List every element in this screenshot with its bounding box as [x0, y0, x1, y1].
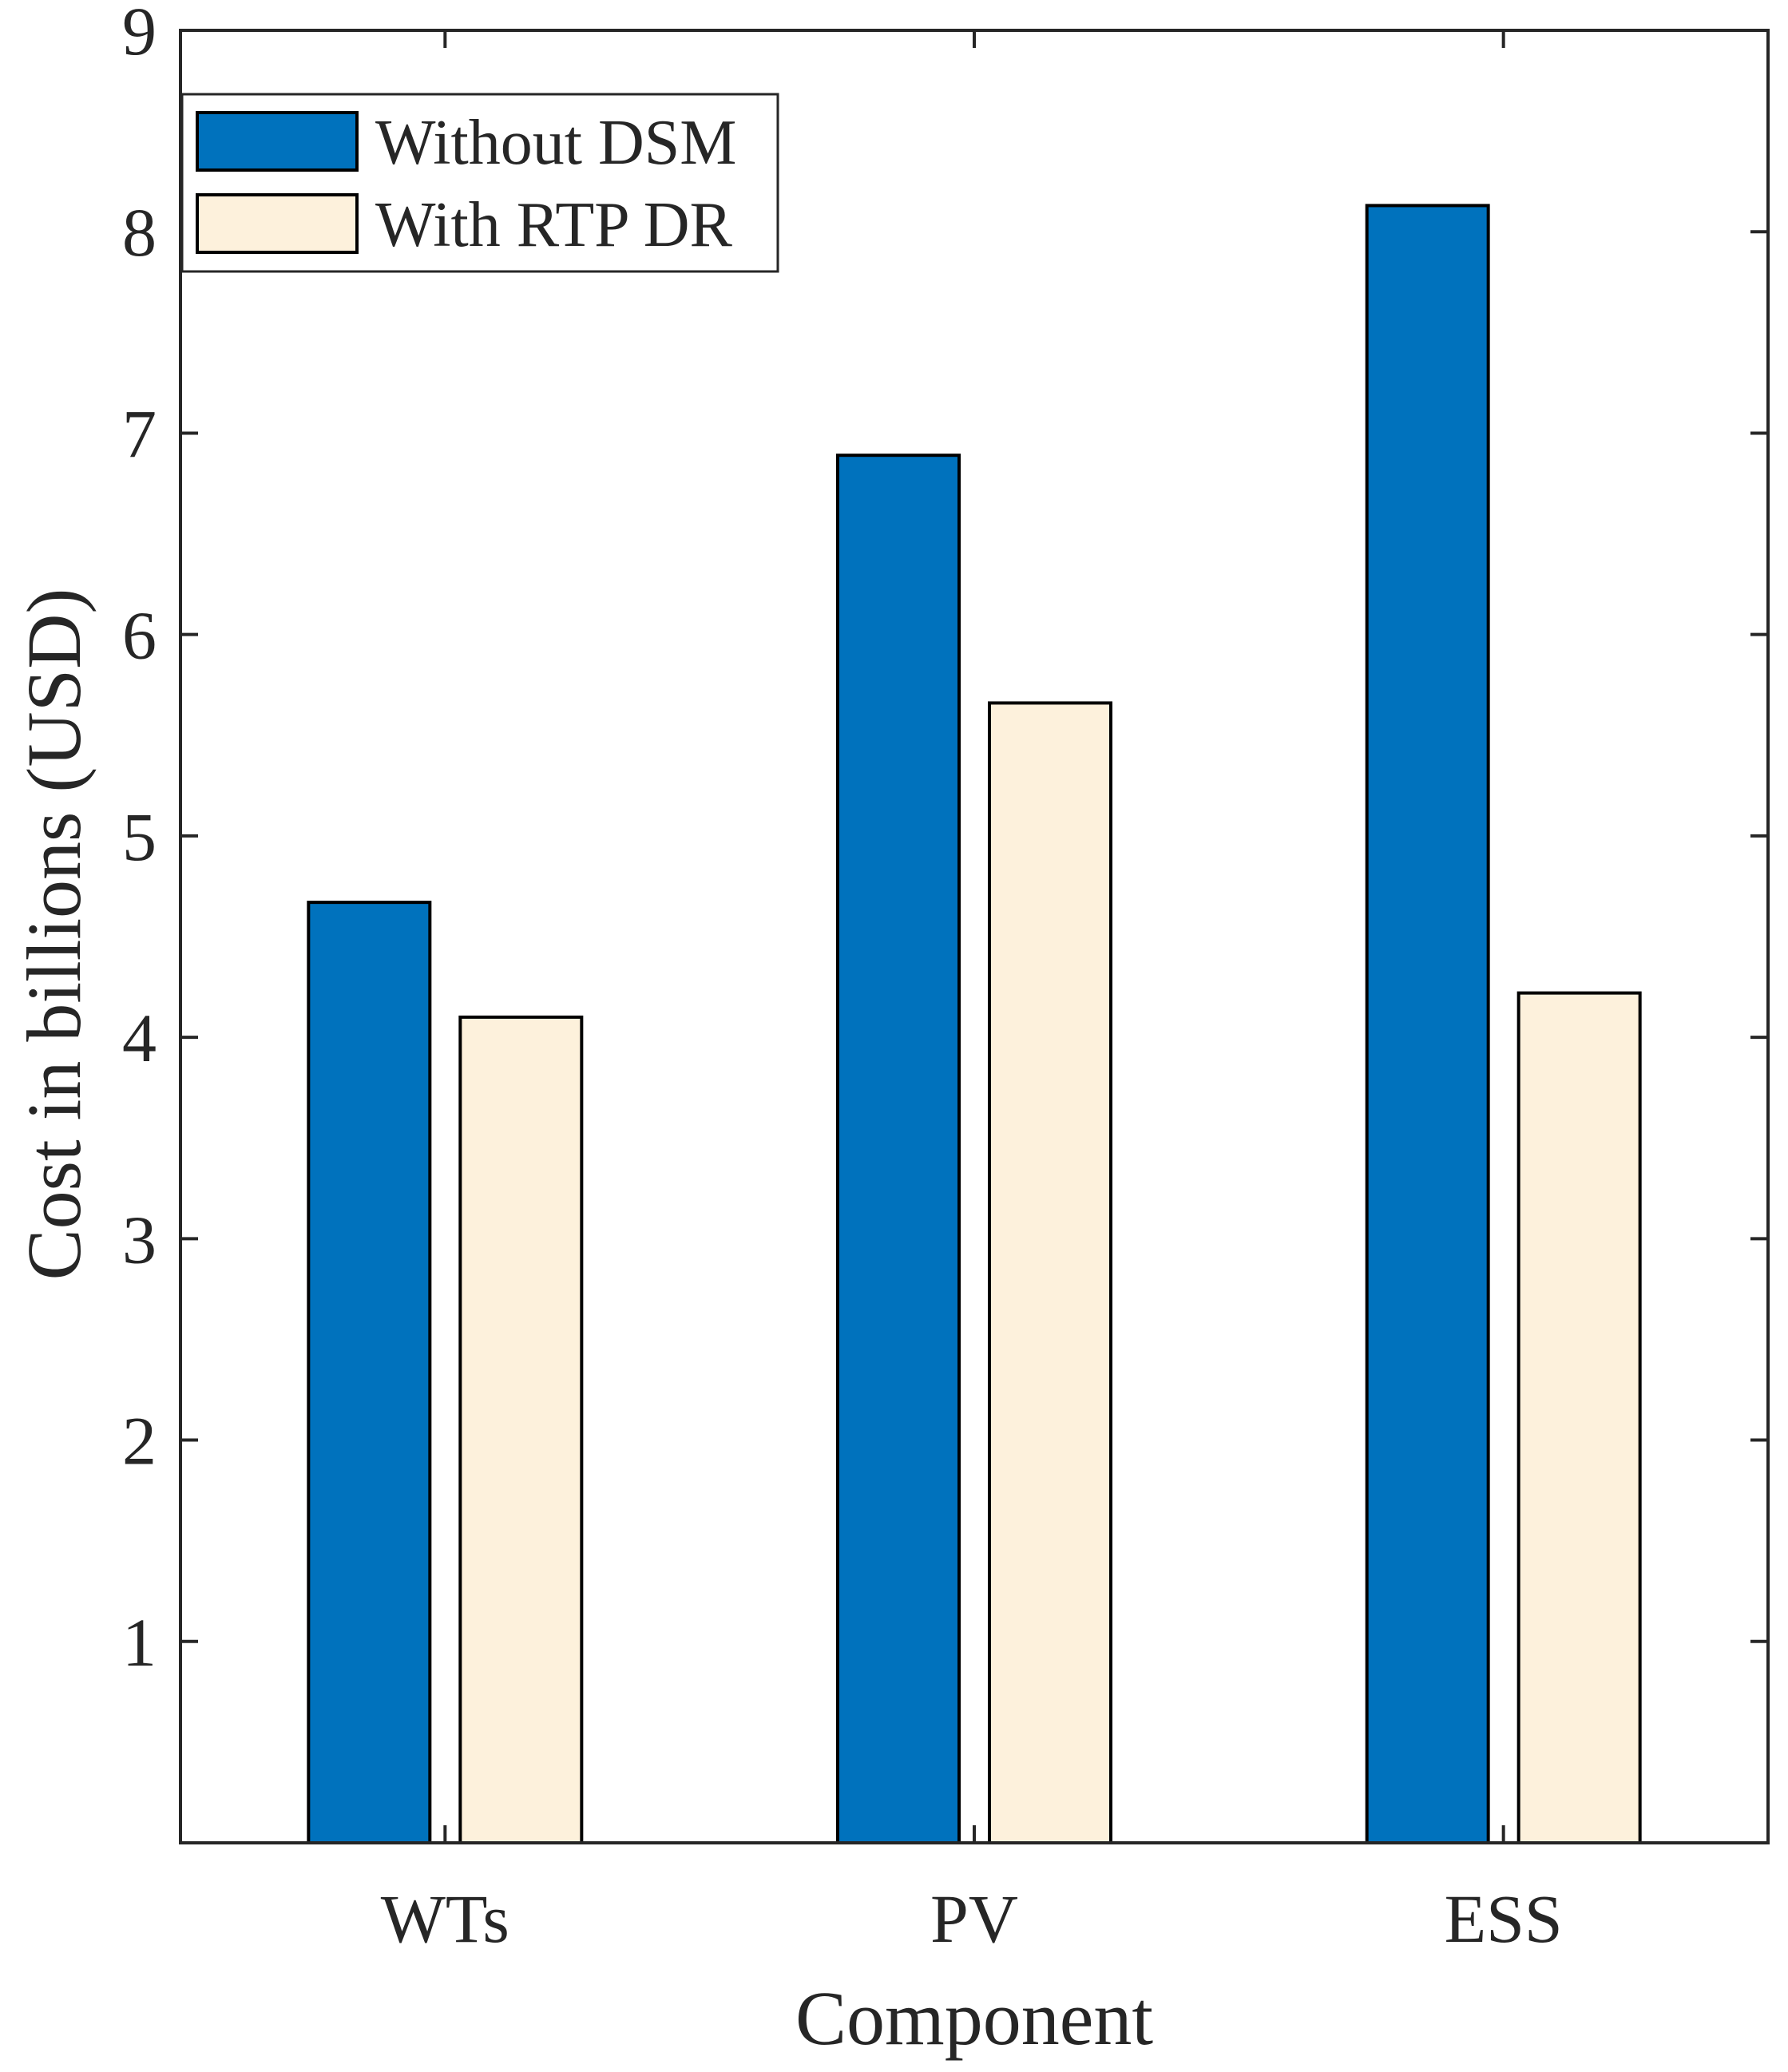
ticks-layer	[180, 29, 1768, 1843]
legend-swatch-with-rtp-dr	[196, 193, 359, 254]
bar-wts-without-dsm	[307, 901, 432, 1844]
bars-layer	[307, 204, 1642, 1845]
bar-ess-without-dsm	[1365, 204, 1490, 1844]
y-tick-label-3: 3	[122, 1201, 157, 1278]
y-tick-label-6: 6	[122, 597, 157, 674]
y-tick-label-9: 9	[122, 0, 157, 69]
bar-wts-with-rtp-dr	[458, 1015, 584, 1844]
legend: Without DSM With RTP DR	[180, 93, 779, 273]
bar-ess-with-rtp-dr	[1516, 991, 1642, 1844]
x-tick-label-wts: WTs	[381, 1880, 509, 1957]
legend-label-with-rtp-dr: With RTP DR	[375, 190, 732, 260]
bar-pv-with-rtp-dr	[988, 701, 1112, 1844]
y-tick-label-8: 8	[122, 194, 157, 271]
y-tick-label-2: 2	[122, 1403, 157, 1480]
legend-swatch-without-dsm	[196, 111, 359, 172]
y-tick-label-4: 4	[122, 1000, 157, 1076]
bar-pv-without-dsm	[836, 454, 961, 1845]
y-tick-label-1: 1	[122, 1604, 157, 1681]
y-tick-label-5: 5	[122, 798, 157, 875]
y-tick-label-7: 7	[122, 395, 157, 472]
y-axis-title: Cost in billions (USD)	[11, 588, 97, 1281]
labels-layer: 1 2 3 4 5 6 7 8 9 WTs PV ESS	[122, 0, 1563, 1957]
x-tick-label-ess: ESS	[1445, 1880, 1563, 1957]
x-tick-label-pv: PV	[930, 1880, 1018, 1957]
legend-label-without-dsm: Without DSM	[375, 108, 736, 178]
x-axis-title: Component	[795, 1975, 1153, 2061]
